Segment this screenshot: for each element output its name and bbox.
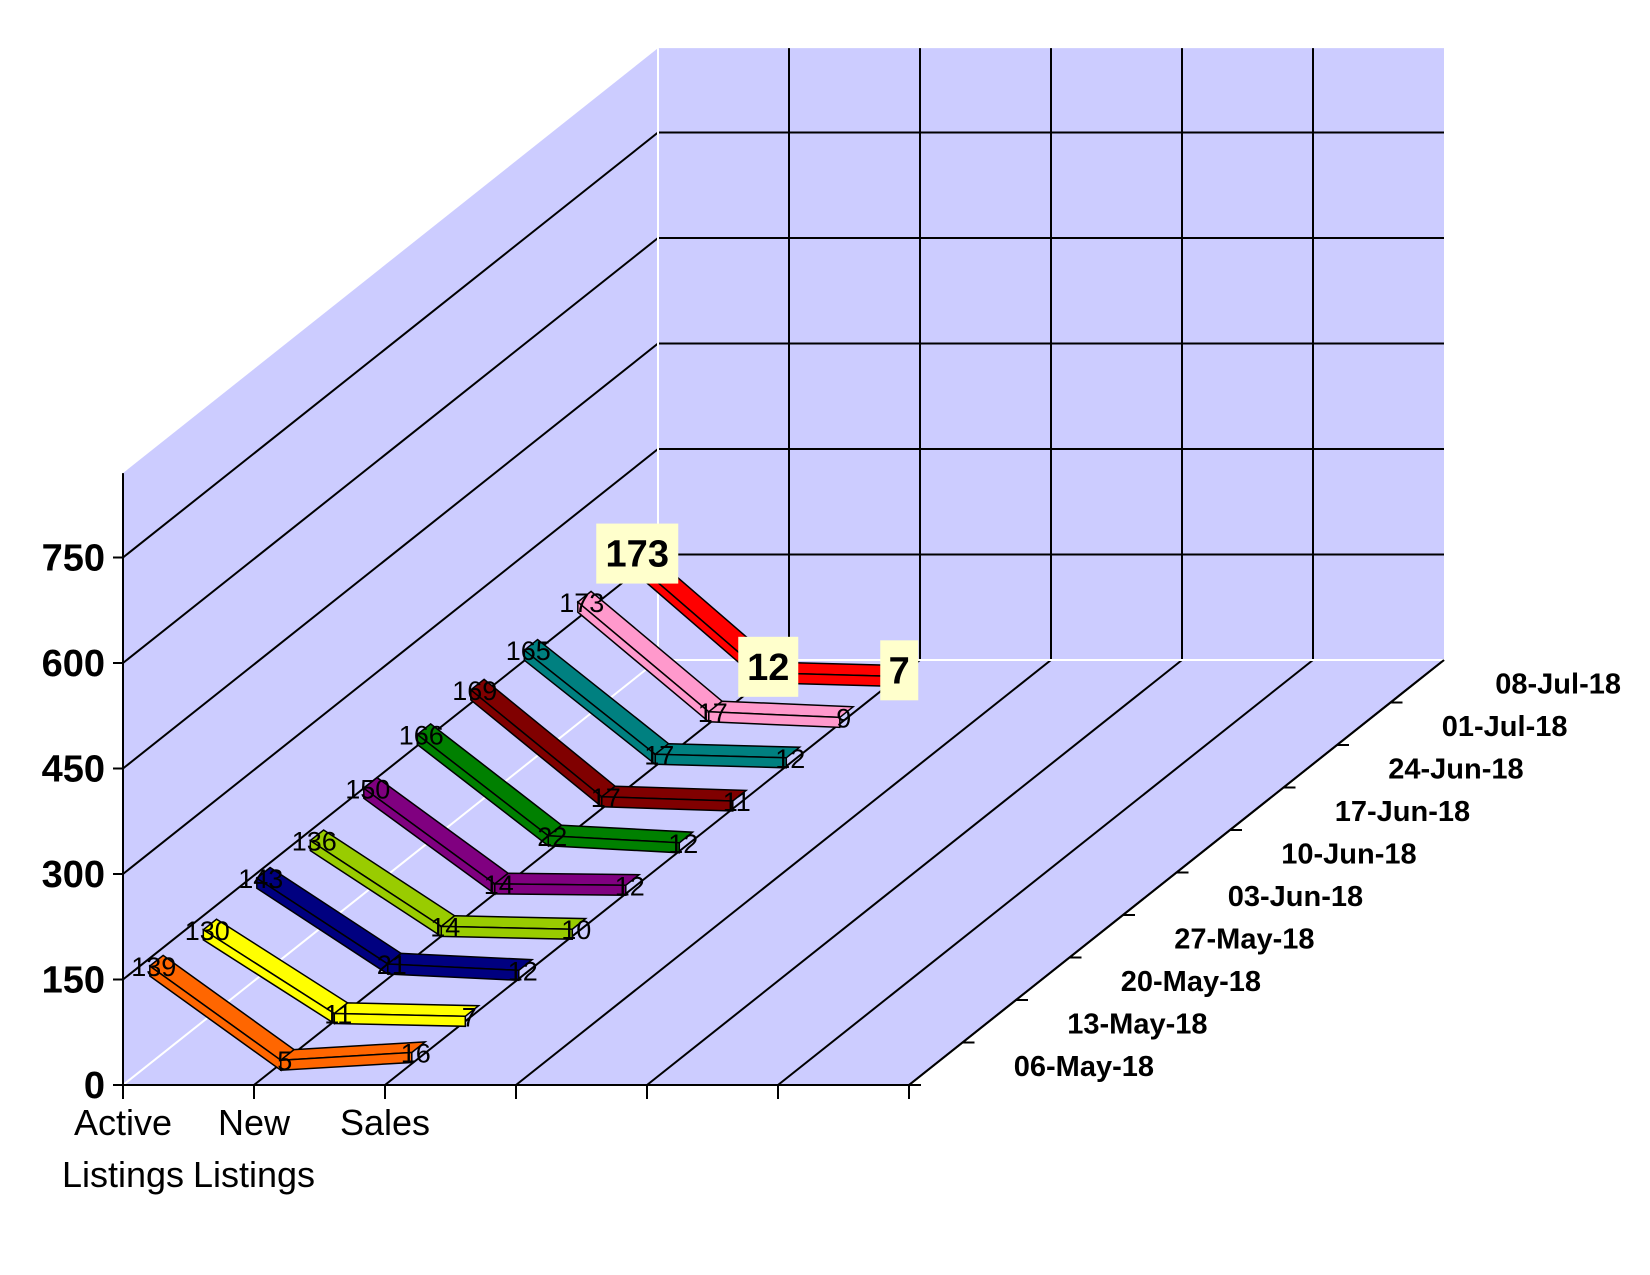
data-label: 5 bbox=[277, 1046, 292, 1076]
data-label: 136 bbox=[292, 827, 337, 857]
data-label-box bbox=[880, 640, 919, 701]
data-label: 9 bbox=[836, 703, 851, 733]
data-label: 130 bbox=[185, 916, 230, 946]
data-label: 12 bbox=[508, 956, 538, 986]
y-tick-label: 450 bbox=[42, 749, 105, 791]
data-label: 12 bbox=[747, 647, 789, 689]
ribbon-face bbox=[280, 1051, 413, 1071]
data-label: 173 bbox=[606, 534, 669, 576]
data-label: 12 bbox=[668, 829, 698, 859]
y-tick-label: 600 bbox=[42, 643, 105, 685]
series-17-Jun-18 bbox=[469, 678, 749, 812]
ribbon-face bbox=[440, 925, 574, 940]
data-label: 12 bbox=[615, 871, 645, 901]
ribbon-face bbox=[708, 711, 841, 729]
floor-line bbox=[384, 659, 921, 1086]
data-label: 173 bbox=[559, 588, 604, 618]
ribbon-face bbox=[494, 883, 627, 897]
data-label: 17 bbox=[644, 740, 674, 770]
data-label: 169 bbox=[452, 676, 497, 706]
series-10-Jun-18 bbox=[416, 722, 695, 854]
floor-line bbox=[646, 659, 1183, 1086]
depth-tick-label: 08-Jul-18 bbox=[1495, 668, 1621, 700]
data-label: 7 bbox=[889, 650, 910, 692]
floor-line bbox=[777, 659, 1314, 1086]
depth-tick-label: 13-May-18 bbox=[1067, 1008, 1207, 1040]
x-tick-label: Sales bbox=[340, 1102, 430, 1143]
x-tick-label: Active bbox=[74, 1102, 172, 1143]
series-01-Jul-18 bbox=[576, 590, 856, 729]
data-label: 11 bbox=[723, 787, 751, 817]
ribbon-face bbox=[654, 753, 788, 769]
series-03-Jun-18 bbox=[362, 776, 642, 897]
y-tick-label: 750 bbox=[42, 538, 105, 580]
depth-tick-label: 03-Jun-18 bbox=[1228, 881, 1363, 913]
data-label: 17 bbox=[698, 698, 728, 728]
data-label: 165 bbox=[506, 636, 551, 666]
x-tick-label: Listings bbox=[193, 1154, 315, 1195]
left-wall bbox=[123, 48, 658, 1086]
data-labels: 139 5 16 130 11 7 143 21 12 136 14 10 150 14 12 166 22 12… bbox=[131, 523, 919, 1076]
data-label: 16 bbox=[401, 1038, 431, 1068]
x-tick-label: New bbox=[218, 1102, 291, 1143]
data-label: 10 bbox=[561, 915, 591, 945]
data-label: 139 bbox=[131, 952, 176, 982]
series-24-Jun-18 bbox=[523, 638, 802, 769]
data-label: 143 bbox=[238, 864, 283, 894]
data-label-box bbox=[738, 636, 799, 697]
data-label: 12 bbox=[775, 744, 805, 774]
depth-tick-label: 20-May-18 bbox=[1121, 966, 1261, 998]
series-20-May-18 bbox=[255, 866, 535, 982]
data-label-box bbox=[596, 523, 679, 584]
series-27-May-18 bbox=[309, 829, 588, 940]
depth-tick-label: 10-Jun-18 bbox=[1281, 838, 1416, 870]
y-tick-label: 150 bbox=[42, 960, 105, 1002]
data-label: 22 bbox=[537, 822, 567, 852]
depth-tick-label: 06-May-18 bbox=[1014, 1051, 1154, 1083]
ribbon-face bbox=[333, 1012, 467, 1028]
x-tick-label: Listings bbox=[62, 1154, 184, 1195]
data-label: 14 bbox=[430, 912, 460, 942]
ribbon-face bbox=[547, 835, 681, 854]
y-tick-label: 300 bbox=[42, 854, 105, 896]
depth-tick-label: 01-Jul-18 bbox=[1442, 711, 1568, 743]
series-lines bbox=[148, 547, 909, 1072]
data-label: 21 bbox=[377, 950, 407, 980]
data-label: 7 bbox=[462, 1002, 477, 1032]
ribbon-face bbox=[601, 796, 734, 812]
axes: 0 150 300 450 600 750 Active Listings New Listing… bbox=[42, 473, 1621, 1195]
floor-line bbox=[515, 659, 1052, 1086]
y-tick-label: 0 bbox=[84, 1065, 105, 1107]
series-06-May-18 bbox=[148, 954, 428, 1072]
data-label: 17 bbox=[591, 783, 621, 813]
depth-tick-label: 24-Jun-18 bbox=[1388, 753, 1523, 785]
depth-tick-label: 27-May-18 bbox=[1174, 923, 1314, 955]
data-label: 11 bbox=[324, 1000, 352, 1030]
data-label: 14 bbox=[484, 870, 514, 900]
series-13-May-18 bbox=[202, 918, 481, 1028]
depth-tick-label: 17-Jun-18 bbox=[1335, 796, 1470, 828]
ribbon-face bbox=[387, 963, 520, 982]
data-label: 166 bbox=[399, 720, 444, 750]
data-label: 150 bbox=[345, 774, 390, 804]
